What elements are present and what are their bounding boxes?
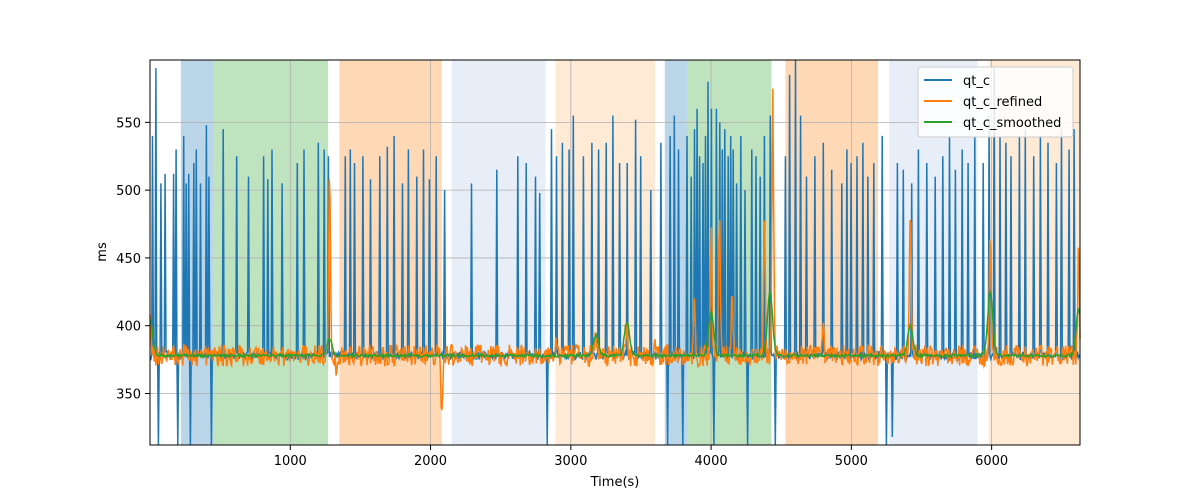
span-2 xyxy=(339,60,442,445)
span-1 xyxy=(213,60,329,445)
plot-frame xyxy=(149,59,1081,446)
x-axis-ticks: 1000 2000 3000 4000 5000 6000 xyxy=(274,445,1008,469)
x-tick-label-1000: 1000 xyxy=(274,454,307,469)
plot-lines xyxy=(149,59,1081,446)
y-axis-label: ms xyxy=(95,242,110,262)
y-axis-ticks: 350 400 450 500 550 xyxy=(116,116,150,402)
y-tick-label-400: 400 xyxy=(116,320,141,335)
x-axis-label: Time(s) xyxy=(590,475,640,490)
series-line-qt-c-refined xyxy=(149,88,1081,411)
x-tick-label-3000: 3000 xyxy=(554,454,587,469)
y-tick-label-550: 550 xyxy=(116,116,141,131)
grid-lines xyxy=(150,60,1080,445)
legend: qt_c qt_c_refined qt_c_smoothed xyxy=(917,66,1074,138)
legend-box xyxy=(917,66,1074,138)
y-tick-label-350: 350 xyxy=(116,387,141,402)
legend-label-qt-c-refined: qt_c_refined xyxy=(963,95,1042,110)
span-3 xyxy=(451,60,546,445)
series-line-qt-c-smoothed xyxy=(149,290,1081,360)
x-tick-label-4000: 4000 xyxy=(695,454,728,469)
x-tick-label-2000: 2000 xyxy=(414,454,447,469)
y-tick-label-500: 500 xyxy=(116,184,141,199)
legend-label-qt-c: qt_c xyxy=(963,74,990,89)
x-tick-label-6000: 6000 xyxy=(975,454,1008,469)
legend-label-qt-c-smoothed: qt_c_smoothed xyxy=(963,116,1061,131)
x-tick-label-5000: 5000 xyxy=(835,454,868,469)
y-tick-label-450: 450 xyxy=(116,252,141,267)
